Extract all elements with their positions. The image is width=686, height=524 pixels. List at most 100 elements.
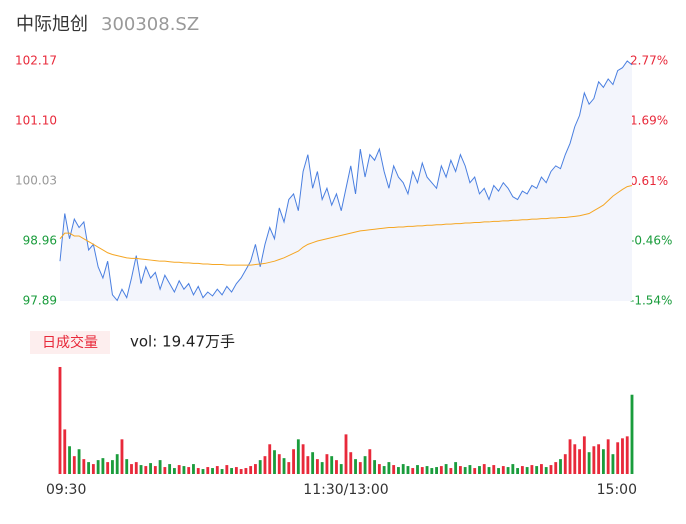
volume-bar [582,436,586,474]
volume-bar [368,449,372,474]
volume-bar [573,444,577,474]
volume-bar [254,464,257,474]
volume-bar [292,449,295,474]
y2-tick-label: 1.69% [630,114,668,128]
volume-bar [358,462,362,474]
volume-bar [115,454,119,474]
y-tick-label: 102.17 [15,54,57,68]
volume-bar [611,454,615,474]
volume-bar [463,467,467,474]
stock-name: 中际旭创 [16,14,88,35]
volume-bar [535,466,539,474]
series-line [59,60,633,302]
volume-bar [373,460,377,474]
volume-bar [468,465,472,474]
volume-bar [349,452,353,474]
volume-bar [139,465,143,474]
volume-bar [268,444,272,474]
volume-bar [153,466,157,474]
volume-bar [501,466,505,474]
volume-bar [511,464,515,474]
volume-bar [277,454,281,474]
volume-bar [211,468,214,474]
volume-bar [621,438,624,474]
volume-bar [106,462,110,474]
volume-bar [182,466,186,474]
volume-bar [168,464,172,474]
volume-bar [287,462,291,474]
volume-bar [439,466,443,474]
volume-bar [339,464,343,474]
stock-code: 300308.SZ [101,14,199,35]
volume-bar [458,466,462,474]
volume-bar [130,464,133,474]
volume-bar [392,465,396,474]
volume-bar [449,468,453,474]
volume-bar [163,467,167,474]
volume-bar [68,446,71,474]
y-tick-label: 101.10 [15,114,57,128]
volume-bar [172,468,176,474]
volume-bar [382,466,386,474]
x-tick-label: 09:30 [46,482,86,498]
volume-bar [530,465,534,474]
volume-bar [482,464,486,474]
volume-bar [606,439,610,474]
volume-bar [263,456,267,474]
volume-bar [616,442,620,474]
y2-tick-label: 0.61% [630,174,668,188]
volume-bar [258,460,262,474]
y2-tick-label: -1.54% [630,294,672,308]
volume-bar [192,464,195,474]
volume-bar [201,469,205,474]
volume-bar [549,465,553,474]
y2-tick-label: -0.46% [630,233,672,247]
volume-bar [91,464,95,474]
volume-bar [58,366,62,474]
y-tick-label: 100.03 [15,174,57,188]
volume-bar [473,468,477,474]
volume-bar [625,436,629,474]
volume-bar [387,462,391,474]
volume-bar [144,466,148,474]
volume-bar [301,444,305,474]
x-tick-label: 11:30/13:00 [303,482,388,498]
volume-bar [239,469,243,474]
volume-bar [72,456,76,474]
volume-bar [120,439,124,474]
volume-bar [601,449,605,474]
volume-bar [354,459,357,474]
volume-bar [344,434,348,474]
volume-bar [578,449,581,474]
volume-bar [516,468,520,474]
volume-bar [87,462,91,474]
volume-bar [492,465,496,474]
volume-bar [363,456,367,474]
volume-bar [220,469,224,474]
volume-bar [430,468,434,474]
volume-bar [158,460,162,474]
volume-bar [273,450,276,474]
volume-bar [397,467,400,474]
volume-bar [592,446,596,474]
volume-bar [435,467,438,474]
volume-bar [587,452,591,474]
volume-bar [544,467,548,474]
volume-text: vol: 19.47万手 [130,333,235,351]
volume-bar [315,459,319,474]
volume-bar [568,439,572,474]
volume-button-bg[interactable] [30,331,110,354]
x-tick-label: 15:00 [597,482,637,498]
volume-button[interactable]: 日成交量 [42,334,98,351]
volume-bar [125,459,129,474]
volume-bar [234,467,238,474]
volume-bar [454,462,458,474]
y2-tick-label: 2.77% [630,54,668,68]
volume-bar [597,444,601,474]
volume-bar [416,465,419,474]
volume-bar [244,468,248,474]
volume-bar [320,462,324,474]
volume-bar [306,456,310,474]
volume-bar [311,452,315,474]
